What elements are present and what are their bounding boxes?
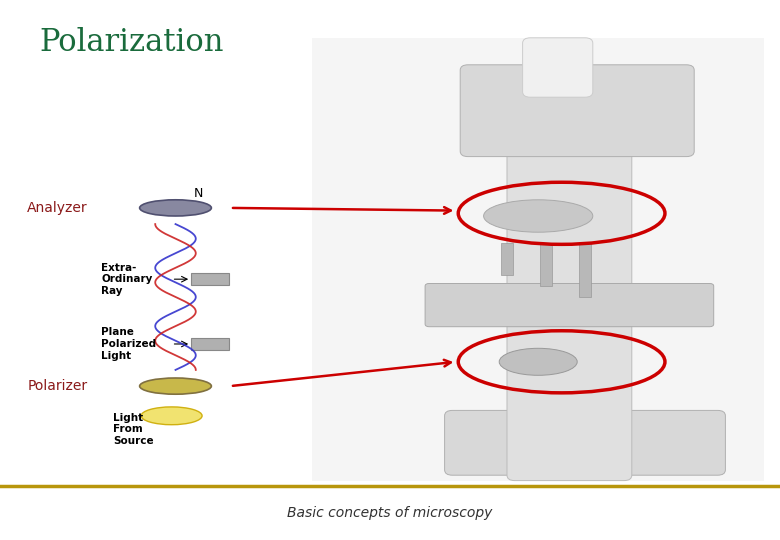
Bar xyxy=(191,273,229,285)
Ellipse shape xyxy=(140,200,211,216)
FancyBboxPatch shape xyxy=(445,410,725,475)
Bar xyxy=(540,243,552,286)
Bar xyxy=(191,338,229,350)
Ellipse shape xyxy=(141,407,202,424)
Text: Polarization: Polarization xyxy=(39,27,224,58)
Text: Polarizer: Polarizer xyxy=(27,379,87,393)
FancyBboxPatch shape xyxy=(507,81,632,481)
Text: Basic concepts of microscopy: Basic concepts of microscopy xyxy=(287,506,493,520)
Text: N: N xyxy=(194,187,204,200)
FancyBboxPatch shape xyxy=(425,284,714,327)
Bar xyxy=(312,38,764,481)
Text: Plane
Polarized
Light: Plane Polarized Light xyxy=(101,327,157,361)
FancyBboxPatch shape xyxy=(460,65,694,157)
Text: Analyzer: Analyzer xyxy=(27,201,88,215)
FancyBboxPatch shape xyxy=(523,38,593,97)
Ellipse shape xyxy=(140,378,211,394)
Bar xyxy=(501,243,513,275)
Text: Light
From
Source: Light From Source xyxy=(113,413,154,446)
Bar xyxy=(579,243,591,297)
Ellipse shape xyxy=(484,200,593,232)
Ellipse shape xyxy=(499,348,577,375)
Text: Extra-
Ordinary
Ray: Extra- Ordinary Ray xyxy=(101,262,153,296)
